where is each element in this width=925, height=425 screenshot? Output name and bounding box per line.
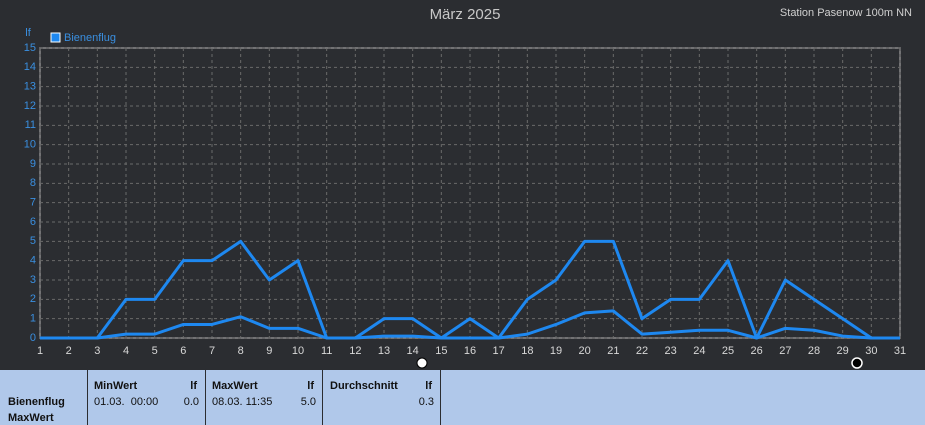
legend-label: Bienenflug [64,32,116,44]
stat-time: 08.03. 11:35 [212,396,273,408]
x-tick-label: 26 [751,345,763,357]
y-tick-label: 13 [24,81,36,93]
x-tick-label: 23 [665,345,677,357]
stat-title: Durchschnitt [330,380,398,392]
chart-title: März 2025 [430,6,501,23]
data-line [40,309,900,340]
y-tick-label: 0 [30,332,36,344]
y-tick-label: 9 [30,158,36,170]
x-tick-label: 3 [94,345,100,357]
moon-icon [416,357,428,369]
legend-swatch [50,32,61,43]
stat-unit: lf [307,380,314,392]
x-tick-label: 4 [123,345,129,357]
stat-title: MinWert [94,380,138,392]
stat-cell: MinWert lf 01.03. 00:00 0.0 [88,370,206,425]
x-tick-label: 20 [579,345,591,357]
x-tick-label: 15 [435,345,447,357]
x-tick-label: 11 [321,345,332,357]
y-tick-label: 6 [30,216,36,228]
x-tick-label: 12 [349,345,361,357]
summary-table: Bienenflug MaxWert MinWert lf 01.03. 00:… [0,370,925,425]
x-tick-label: 21 [607,345,619,357]
x-tick-label: 2 [66,345,72,357]
stat-cell: Durchschnitt lf 0.3 [323,370,441,425]
x-tick-label: 10 [292,345,304,357]
x-tick-label: 24 [693,345,705,357]
x-tick-label: 5 [152,345,158,357]
stat-unit: lf [190,380,197,392]
x-tick-label: 7 [209,345,215,357]
row-header: Bienenflug MaxWert [0,370,88,425]
y-tick-label: 14 [24,61,36,73]
x-tick-label: 9 [266,345,272,357]
x-tick-label: 18 [521,345,533,357]
y-tick-label: 2 [30,293,36,305]
chart-subtitle: Station Pasenow 100m NN [780,7,912,19]
y-tick-label: 3 [30,274,36,286]
x-tick-label: 31 [894,345,906,357]
y-tick-label: 4 [30,255,36,267]
y-tick-label: 12 [24,100,36,112]
stat-time: 01.03. 00:00 [94,396,159,408]
x-tick-label: 22 [636,345,648,357]
moon-icon [851,357,863,369]
x-tick-label: 25 [722,345,734,357]
stat-unit: lf [425,380,432,392]
x-tick-label: 6 [180,345,186,357]
x-tick-label: 13 [378,345,390,357]
x-tick-label: 8 [238,345,244,357]
y-tick-label: 11 [25,119,36,131]
row-label: MaxWert [8,412,54,424]
x-tick-label: 28 [808,345,820,357]
x-tick-label: 30 [865,345,877,357]
x-tick-label: 17 [493,345,505,357]
x-tick-label: 16 [464,345,476,357]
stat-value: 0.0 [183,396,199,408]
y-tick-label: 5 [30,235,36,247]
y-tick-label: 7 [30,197,36,209]
y-tick-label: 15 [24,42,36,54]
stat-title: MaxWert [212,380,258,392]
stat-cell: MaxWert lf 08.03. 11:35 5.0 [206,370,323,425]
x-tick-label: 19 [550,345,562,357]
x-tick-label: 1 [37,345,43,357]
row-label: Bienenflug [8,396,65,408]
x-tick-label: 29 [837,345,849,357]
stat-value: 5.0 [300,396,316,408]
chart: März 2025 Station Pasenow 100m NN lf Bie… [24,6,912,369]
x-tick-label: 14 [407,345,419,357]
y-axis-label: lf [25,27,31,39]
stat-value: 0.3 [418,396,434,408]
x-tick-label: 27 [779,345,791,357]
y-tick-label: 8 [30,177,36,189]
y-tick-label: 1 [30,313,36,325]
y-tick-label: 10 [24,139,36,151]
